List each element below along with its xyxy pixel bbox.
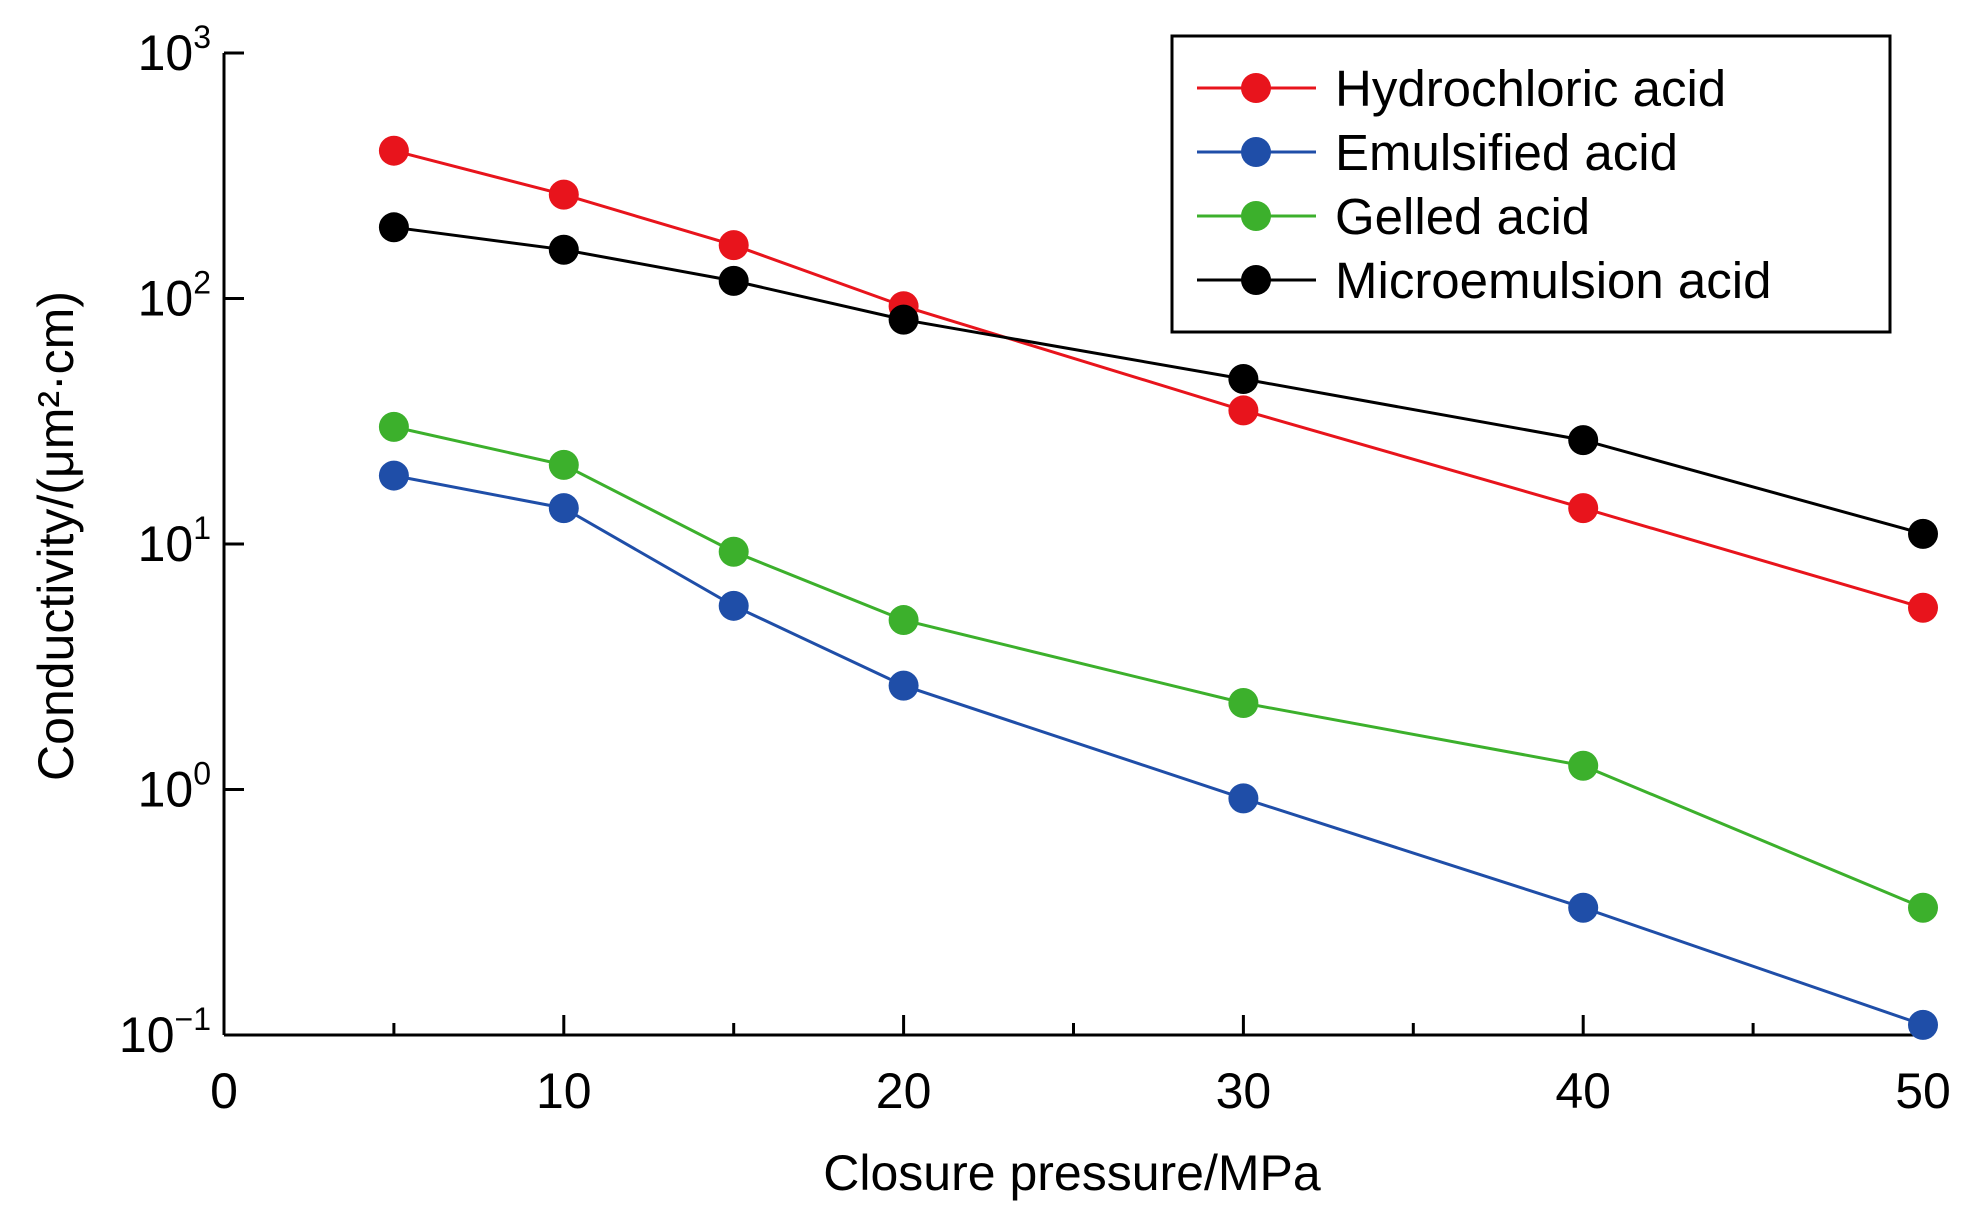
data-point [1228,688,1259,719]
x-axis-title: Closure pressure/MPa [823,1145,1321,1201]
series-1 [378,460,1938,1040]
series-line [393,425,1924,910]
x-tick-label: 20 [876,1063,932,1119]
legend-marker [1241,265,1271,295]
axes: 0 10 20 30 40 50 10−1 100 101 102 103 [119,19,1951,1119]
y-tick-label: 100 [138,756,211,818]
x-tick-label: 30 [1216,1063,1272,1119]
data-point [1228,363,1259,394]
x-tick-label: 40 [1555,1063,1611,1119]
y-tick-label: 10−1 [119,1001,211,1063]
legend-label: Hydrochloric acid [1335,60,1726,117]
data-point [1568,493,1599,524]
data-point [1908,892,1938,923]
legend-marker [1241,73,1271,103]
data-point [718,536,749,567]
data-point [1908,592,1938,623]
data-point [718,590,749,621]
legend-label: Emulsified acid [1335,124,1678,181]
series-3 [378,212,1938,549]
data-point [1228,395,1259,426]
y-tick-label: 103 [138,19,211,81]
legend: Hydrochloric acid Emulsified acid Gelled a… [1170,34,1892,334]
data-point [1908,518,1938,549]
data-point [718,230,749,261]
data-point [548,234,579,265]
legend-marker [1241,137,1271,167]
data-point [1228,783,1259,814]
y-axis-title: Conductivity/(μm²·cm) [28,291,84,781]
x-tick-label: 10 [536,1063,592,1119]
x-tick-label: 0 [210,1063,238,1119]
data-point [378,460,409,491]
data-point [548,493,579,524]
series-line [393,474,1924,1027]
y-tick-label: 101 [138,510,211,572]
series-layer [378,135,1938,1040]
data-point [888,304,919,335]
data-point [378,135,409,166]
data-point [888,670,919,701]
data-point [548,449,579,480]
legend-marker [1241,201,1271,231]
data-point [548,179,579,210]
data-point [718,265,749,296]
series-2 [378,411,1938,923]
data-point [378,212,409,243]
data-point [378,411,409,442]
x-tick-label: 50 [1895,1063,1951,1119]
legend-box [1170,34,1892,334]
data-point [888,605,919,636]
data-point [1568,750,1599,781]
legend-label: Gelled acid [1335,188,1590,245]
data-point [1908,1009,1938,1040]
data-point [1568,892,1599,923]
legend-label: Microemulsion acid [1335,252,1772,309]
y-tick-label: 102 [138,265,211,327]
data-point [1568,425,1599,456]
